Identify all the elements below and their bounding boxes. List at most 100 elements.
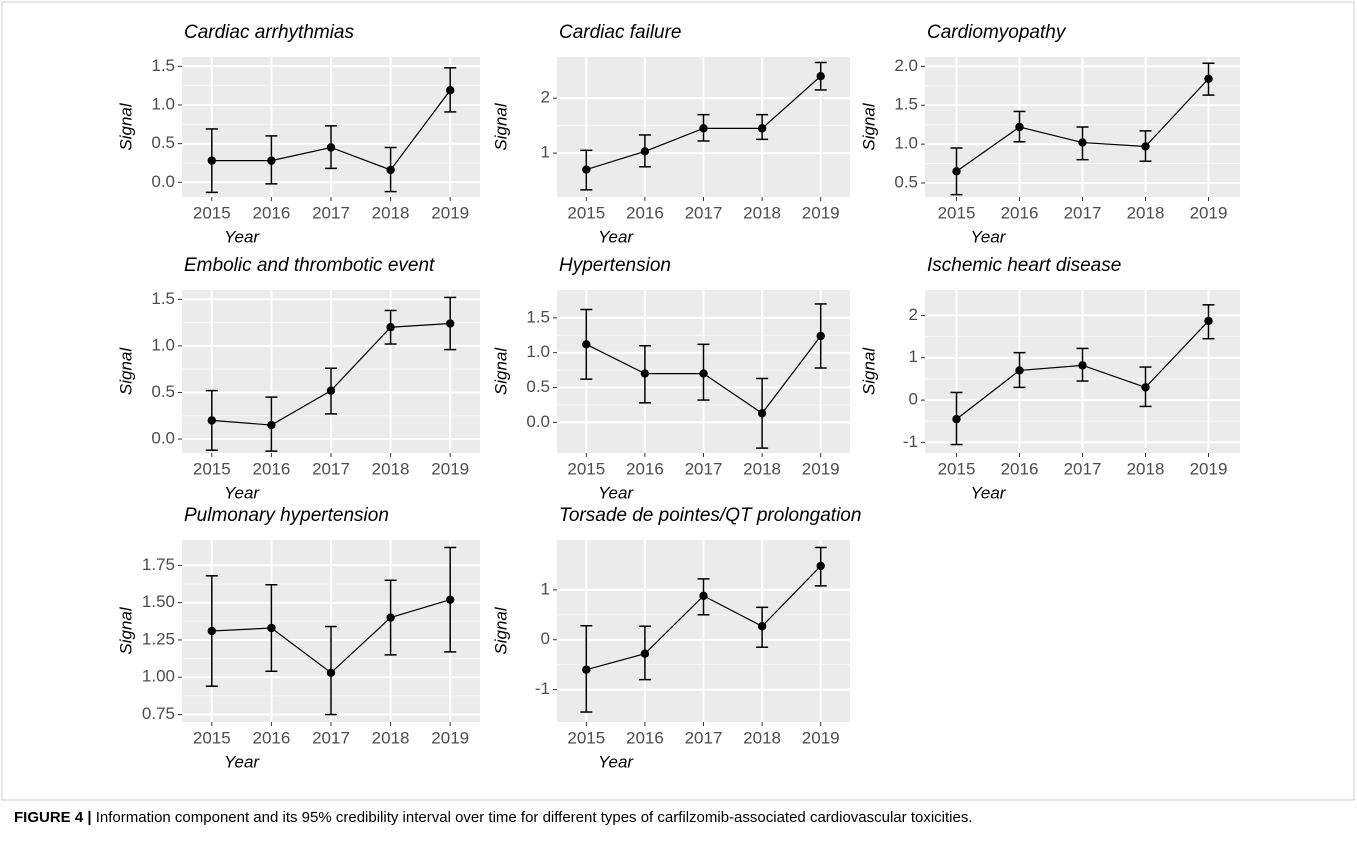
x-tick-label: 2018 — [1127, 459, 1165, 478]
point — [952, 167, 961, 176]
y-tick-label: 1.0 — [526, 342, 550, 361]
y-tick-label: -1 — [903, 432, 918, 451]
point — [207, 626, 216, 636]
y-axis-label: Signal — [859, 102, 878, 150]
point — [582, 665, 591, 674]
caption: FIGURE 4 | Information component and its… — [14, 809, 973, 826]
point — [1078, 138, 1087, 147]
y-tick-label: 1.5 — [151, 56, 175, 75]
point — [386, 323, 395, 332]
x-tick-label: 2019 — [802, 459, 840, 478]
y-tick-label: 1.50 — [142, 592, 175, 611]
y-axis-label: Signal — [491, 102, 510, 150]
caption-text: Information component and its 95% credib… — [96, 809, 973, 826]
point — [699, 591, 708, 601]
figure-border — [1, 1, 1355, 801]
x-tick-label: 2017 — [312, 728, 350, 747]
x-tick-label: 2018 — [743, 203, 781, 222]
x-tick-label: 2018 — [1127, 203, 1165, 222]
x-axis-label: Year — [598, 752, 634, 771]
x-tick-label: 2015 — [938, 459, 976, 478]
point — [699, 124, 708, 133]
chart-title: Cardiac arrhythmias — [184, 22, 354, 43]
point — [207, 416, 216, 425]
point — [1141, 142, 1150, 151]
x-axis-label: Year — [598, 227, 634, 246]
x-axis-label: Year — [224, 752, 260, 771]
x-tick-label: 2017 — [685, 459, 723, 478]
x-tick-label: 2018 — [372, 459, 410, 478]
point — [326, 386, 336, 395]
y-tick-label: 2 — [541, 88, 550, 107]
x-tick-label: 2015 — [567, 203, 605, 222]
x-tick-label: 2017 — [312, 203, 350, 222]
point — [582, 165, 591, 174]
x-tick-label: 2016 — [626, 459, 664, 478]
y-tick-label: 0.5 — [526, 377, 550, 396]
point — [386, 613, 395, 622]
x-tick-label: 2015 — [567, 728, 605, 747]
y-tick-label: 1.0 — [151, 94, 175, 113]
x-tick-label: 2019 — [431, 728, 469, 747]
point — [267, 156, 276, 165]
chart-title: Cardiac failure — [559, 22, 682, 43]
x-tick-label: 2017 — [312, 459, 350, 478]
y-tick-label: 0.5 — [151, 382, 175, 401]
point — [386, 165, 395, 175]
point — [699, 369, 708, 378]
point — [446, 319, 455, 328]
y-tick-label: -1 — [535, 679, 550, 698]
x-tick-label: 2015 — [193, 728, 231, 747]
x-axis-label: Year — [971, 483, 1007, 502]
x-tick-label: 2016 — [252, 459, 290, 478]
x-tick-label: 2019 — [431, 203, 469, 222]
x-tick-label: 2017 — [685, 203, 723, 222]
y-tick-label: 0 — [909, 390, 918, 409]
x-tick-label: 2018 — [743, 728, 781, 747]
x-tick-label: 2019 — [431, 459, 469, 478]
point — [757, 622, 767, 631]
y-tick-label: 0.0 — [151, 172, 175, 191]
point — [816, 331, 825, 341]
y-axis-label: Signal — [116, 102, 135, 150]
y-tick-label: 0.0 — [526, 412, 550, 431]
x-tick-label: 2015 — [567, 459, 605, 478]
x-tick-label: 2018 — [372, 728, 410, 747]
point — [1015, 122, 1024, 132]
point — [326, 668, 336, 677]
y-tick-label: 1.75 — [142, 555, 175, 574]
y-tick-label: 1.5 — [151, 289, 175, 308]
y-tick-label: 1.25 — [142, 629, 175, 648]
y-tick-label: 1.0 — [151, 335, 175, 354]
point — [1204, 74, 1213, 83]
x-axis-label: Year — [224, 483, 260, 502]
point — [640, 147, 650, 156]
x-tick-label: 2019 — [802, 203, 840, 222]
x-axis-label: Year — [598, 483, 634, 502]
chart-title: Cardiomyopathy — [927, 22, 1067, 43]
caption-label: FIGURE 4 | — [14, 809, 92, 826]
chart-title: Hypertension — [559, 255, 671, 276]
point — [1078, 361, 1087, 370]
y-tick-label: 1 — [541, 579, 550, 598]
point — [326, 143, 336, 152]
x-tick-label: 2016 — [626, 728, 664, 747]
point — [582, 340, 591, 349]
y-axis-label: Signal — [116, 606, 135, 654]
x-tick-label: 2017 — [685, 728, 723, 747]
point — [267, 420, 276, 430]
y-axis-label: Signal — [491, 606, 510, 654]
chart-title: Pulmonary hypertension — [184, 505, 389, 526]
y-tick-label: 1.00 — [142, 667, 175, 686]
y-axis-label: Signal — [491, 347, 510, 395]
x-tick-label: 2019 — [802, 728, 840, 747]
x-tick-label: 2015 — [193, 459, 231, 478]
point — [1141, 383, 1150, 392]
x-tick-label: 2017 — [1064, 203, 1102, 222]
point — [446, 86, 455, 95]
point — [640, 649, 650, 658]
point — [267, 623, 276, 633]
chart-title: Torsade de pointes/QT prolongation — [559, 505, 861, 526]
y-tick-label: 1.5 — [894, 95, 918, 114]
x-tick-label: 2019 — [1190, 459, 1228, 478]
